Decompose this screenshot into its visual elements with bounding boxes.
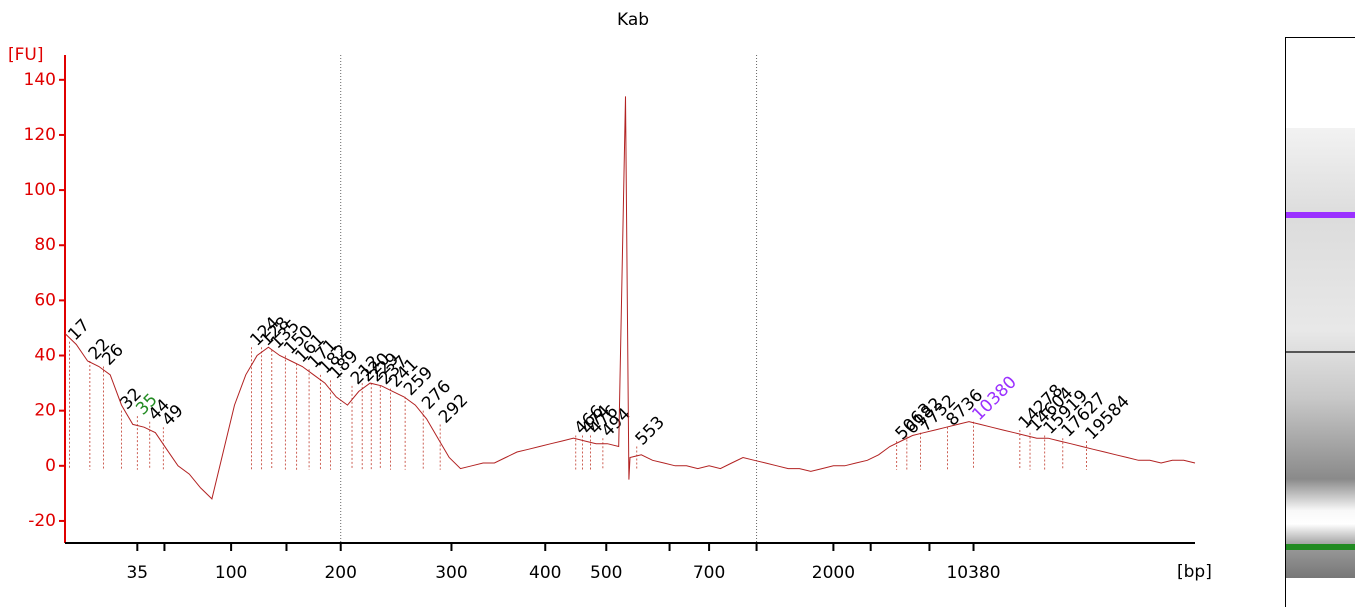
y-tick-label: 60 (34, 290, 56, 310)
gel-band (1286, 351, 1355, 353)
x-tick-label: 700 (693, 563, 725, 583)
y-tick-label: 0 (45, 456, 56, 476)
upper-marker-band (1286, 212, 1355, 218)
x-tick-label: 10380 (946, 563, 1000, 583)
peak-label: 553 (632, 412, 669, 449)
y-tick-label: -20 (28, 511, 56, 531)
x-tick-label: 2000 (812, 563, 855, 583)
gel-smear (1286, 128, 1355, 578)
lower-marker-band (1286, 544, 1355, 550)
y-tick-label: 100 (24, 180, 56, 200)
gel-lane (1285, 37, 1355, 607)
trace (64, 96, 1196, 500)
x-tick-label: 300 (435, 563, 467, 583)
peak-label: 17 (64, 315, 93, 344)
x-tick-label: 200 (324, 563, 356, 583)
y-tick-label: 140 (24, 70, 56, 90)
y-tick-label: 120 (24, 125, 56, 145)
x-tick-label: 35 (126, 563, 148, 583)
y-tick-label: 80 (34, 235, 56, 255)
y-tick-label: 20 (34, 401, 56, 421)
x-axis-label: [bp] (1177, 562, 1212, 582)
y-tick-label: 40 (34, 346, 56, 366)
x-tick-label: 500 (590, 563, 622, 583)
chart-title: Kab (617, 10, 649, 30)
x-tick-label: 400 (529, 563, 561, 583)
x-tick-label: 100 (215, 563, 247, 583)
y-axis-label: [FU] (8, 45, 44, 65)
